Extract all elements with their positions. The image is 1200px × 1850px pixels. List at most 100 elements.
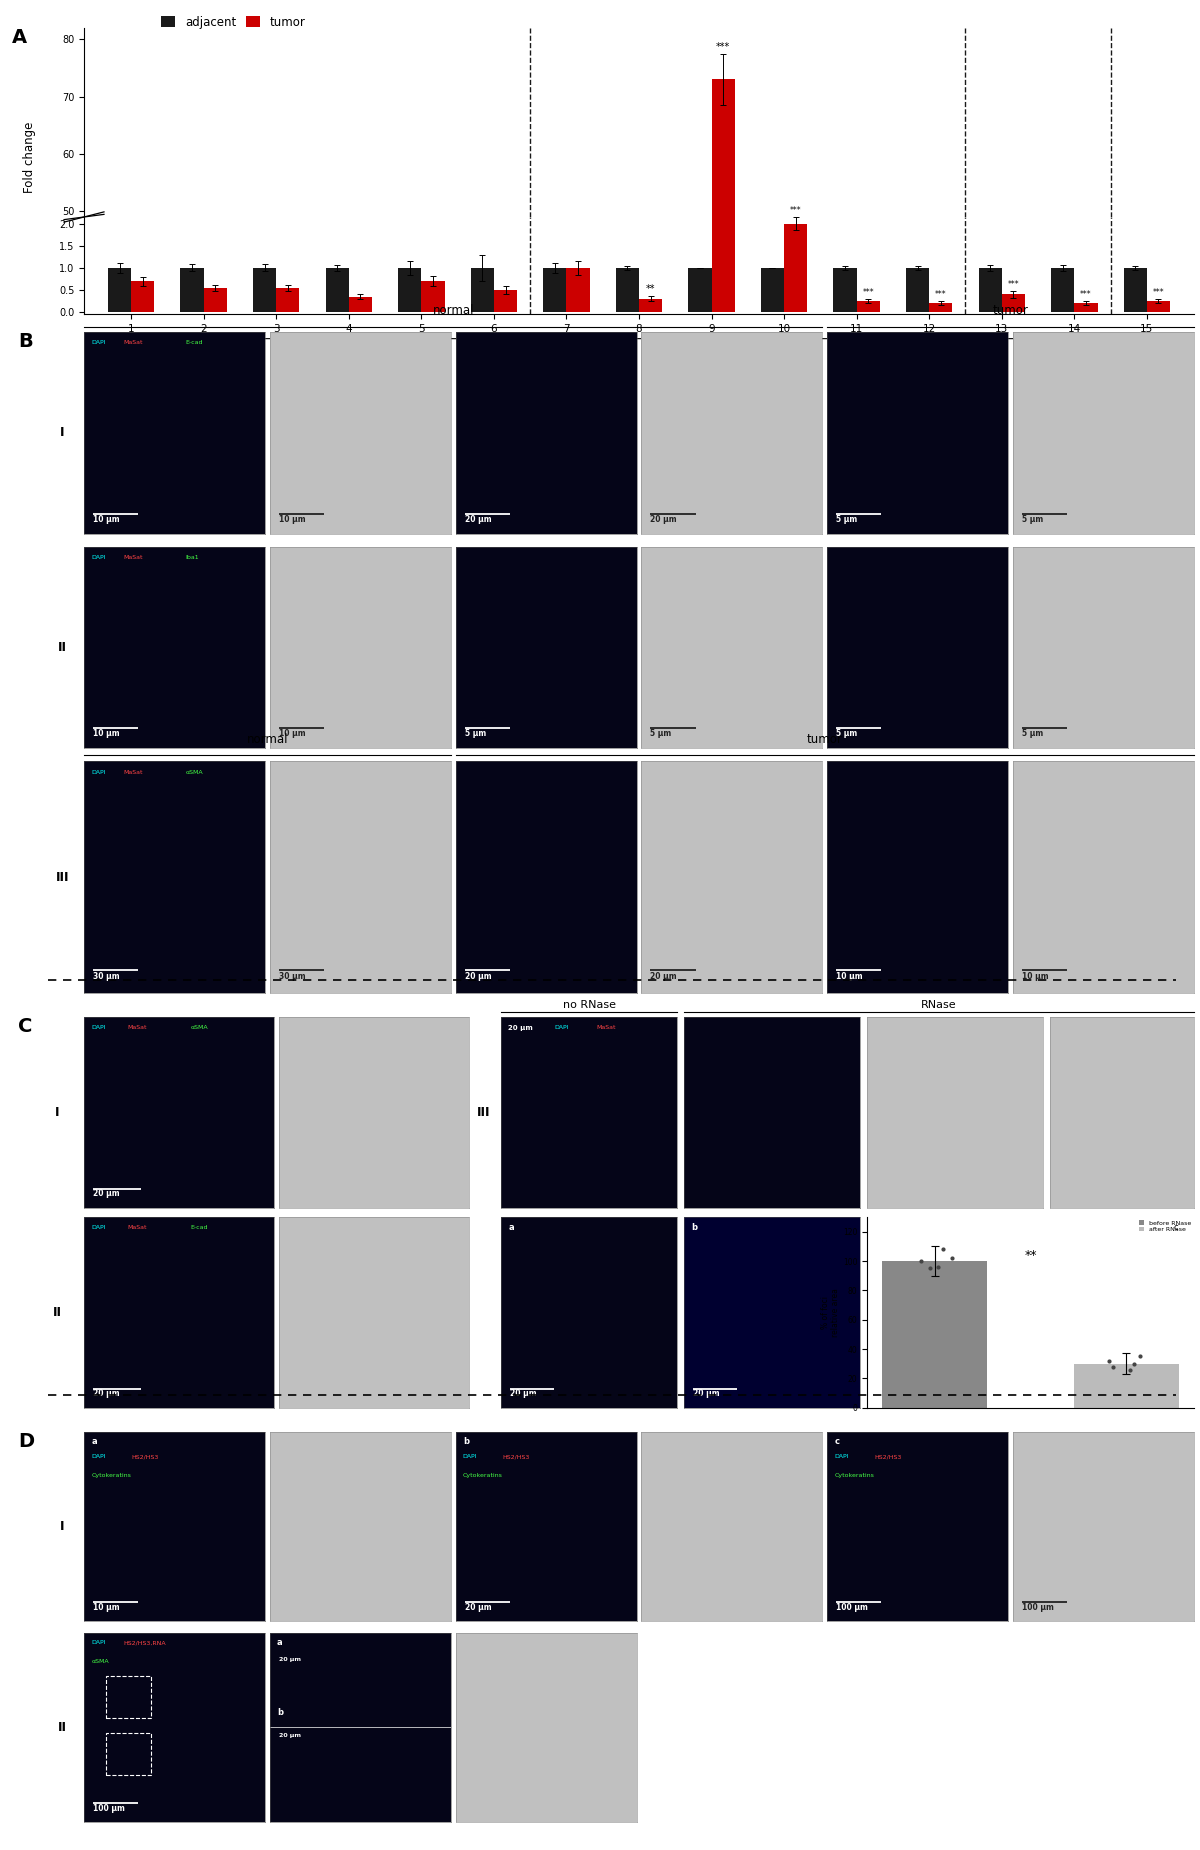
Text: Fold change: Fold change (24, 122, 36, 192)
Bar (494, 290, 517, 313)
Text: HS2/HS3,RNA: HS2/HS3,RNA (124, 1641, 167, 1645)
Bar (616, 492, 640, 498)
Text: 20 μm: 20 μm (510, 1389, 536, 1399)
Text: III: III (55, 871, 70, 884)
Text: ***: *** (1080, 290, 1092, 300)
Text: 30 μm: 30 μm (94, 973, 120, 982)
Text: MaSat: MaSat (127, 1025, 148, 1030)
Bar (276, 289, 300, 313)
Text: II: II (53, 1306, 62, 1319)
Text: 100 μm: 100 μm (94, 1804, 125, 1813)
Bar (398, 492, 421, 498)
Bar (761, 268, 784, 313)
Y-axis label: % of foci
relative area: % of foci relative area (821, 1288, 840, 1338)
Text: 5 μm: 5 μm (464, 729, 486, 738)
Bar (204, 289, 227, 313)
Text: 10 μm: 10 μm (278, 729, 306, 738)
Bar (566, 492, 589, 498)
Text: MaSat: MaSat (596, 1025, 616, 1030)
Text: c: c (834, 1437, 839, 1447)
Bar (349, 296, 372, 313)
Text: I: I (55, 1106, 60, 1119)
Bar (276, 494, 300, 498)
Text: 5 μm: 5 μm (836, 514, 857, 524)
Text: c: c (1174, 1223, 1177, 1232)
Text: MaSat: MaSat (124, 555, 143, 561)
Text: 10 μm: 10 μm (94, 729, 120, 738)
Text: no RNase: no RNase (563, 999, 616, 1010)
Bar (616, 268, 640, 313)
Bar (544, 492, 566, 498)
Text: ***: *** (1008, 279, 1019, 289)
Text: b: b (277, 1709, 283, 1717)
Text: 5 μm: 5 μm (1022, 729, 1043, 738)
Text: a: a (509, 1223, 514, 1232)
Text: 5 μm: 5 μm (650, 729, 672, 738)
Text: 20 μm: 20 μm (692, 1389, 720, 1399)
Bar (108, 268, 131, 313)
Bar (325, 268, 349, 313)
Bar (1002, 496, 1025, 498)
Bar (566, 268, 589, 313)
Bar (712, 80, 734, 498)
Text: ***: *** (935, 290, 947, 300)
Bar (544, 268, 566, 313)
Bar (689, 492, 712, 498)
Text: A: A (12, 28, 28, 46)
Text: DAPI: DAPI (91, 555, 106, 561)
Bar (1147, 302, 1170, 313)
Text: I: I (60, 1521, 65, 1534)
Text: 20 μm: 20 μm (94, 1190, 120, 1199)
Text: 20 μm: 20 μm (278, 1733, 301, 1739)
Bar (784, 224, 808, 313)
Bar (712, 0, 734, 313)
Text: HS2/HS3: HS2/HS3 (131, 1454, 158, 1460)
Text: 10 μm: 10 μm (1022, 973, 1049, 982)
Text: DAPI: DAPI (91, 1454, 106, 1460)
Bar (421, 281, 444, 313)
Bar (108, 492, 131, 498)
Text: b: b (691, 1223, 697, 1232)
Text: DAPI: DAPI (91, 1641, 106, 1645)
Text: MaSat: MaSat (124, 340, 143, 346)
Bar (1051, 492, 1074, 498)
Bar (494, 496, 517, 498)
Bar (761, 492, 784, 498)
Legend: before RNase, after RNase: before RNase, after RNase (1139, 1221, 1190, 1232)
Text: RNase: RNase (922, 999, 956, 1010)
Text: αSMA: αSMA (186, 770, 203, 775)
Bar (640, 300, 662, 313)
Bar (131, 494, 155, 498)
Bar (349, 496, 372, 498)
Text: 20 μm: 20 μm (278, 1658, 301, 1663)
Text: tumor: tumor (806, 733, 842, 746)
Text: DAPI: DAPI (463, 1454, 478, 1460)
Text: 20 μm: 20 μm (509, 1025, 533, 1030)
Text: 100 μm: 100 μm (836, 1602, 868, 1611)
Text: MaSat: MaSat (124, 770, 143, 775)
Bar (1051, 268, 1074, 313)
Text: C: C (18, 1018, 32, 1036)
Text: 30 μm: 30 μm (278, 973, 306, 982)
Text: 20 μm: 20 μm (650, 514, 677, 524)
Text: 10 μm: 10 μm (278, 514, 306, 524)
Text: I: I (60, 427, 65, 440)
Bar (180, 268, 204, 313)
Bar (689, 268, 712, 313)
Bar (834, 492, 857, 498)
Text: III: III (478, 1106, 491, 1119)
Text: DAPI: DAPI (91, 1225, 106, 1230)
Text: B: B (18, 333, 32, 352)
Text: DAPI: DAPI (91, 340, 106, 346)
Text: 100 μm: 100 μm (1022, 1602, 1054, 1611)
Text: p53-/-: p53-/- (1058, 352, 1091, 361)
Text: 20 μm: 20 μm (650, 973, 677, 982)
Text: Cytokeratins: Cytokeratins (463, 1473, 503, 1478)
Text: 20 μm: 20 μm (464, 973, 491, 982)
Text: E-cad: E-cad (186, 340, 203, 346)
Bar (906, 492, 929, 498)
Bar (906, 268, 929, 313)
Text: 5 μm: 5 μm (836, 729, 857, 738)
Text: normal: normal (432, 303, 474, 318)
Bar (978, 492, 1002, 498)
